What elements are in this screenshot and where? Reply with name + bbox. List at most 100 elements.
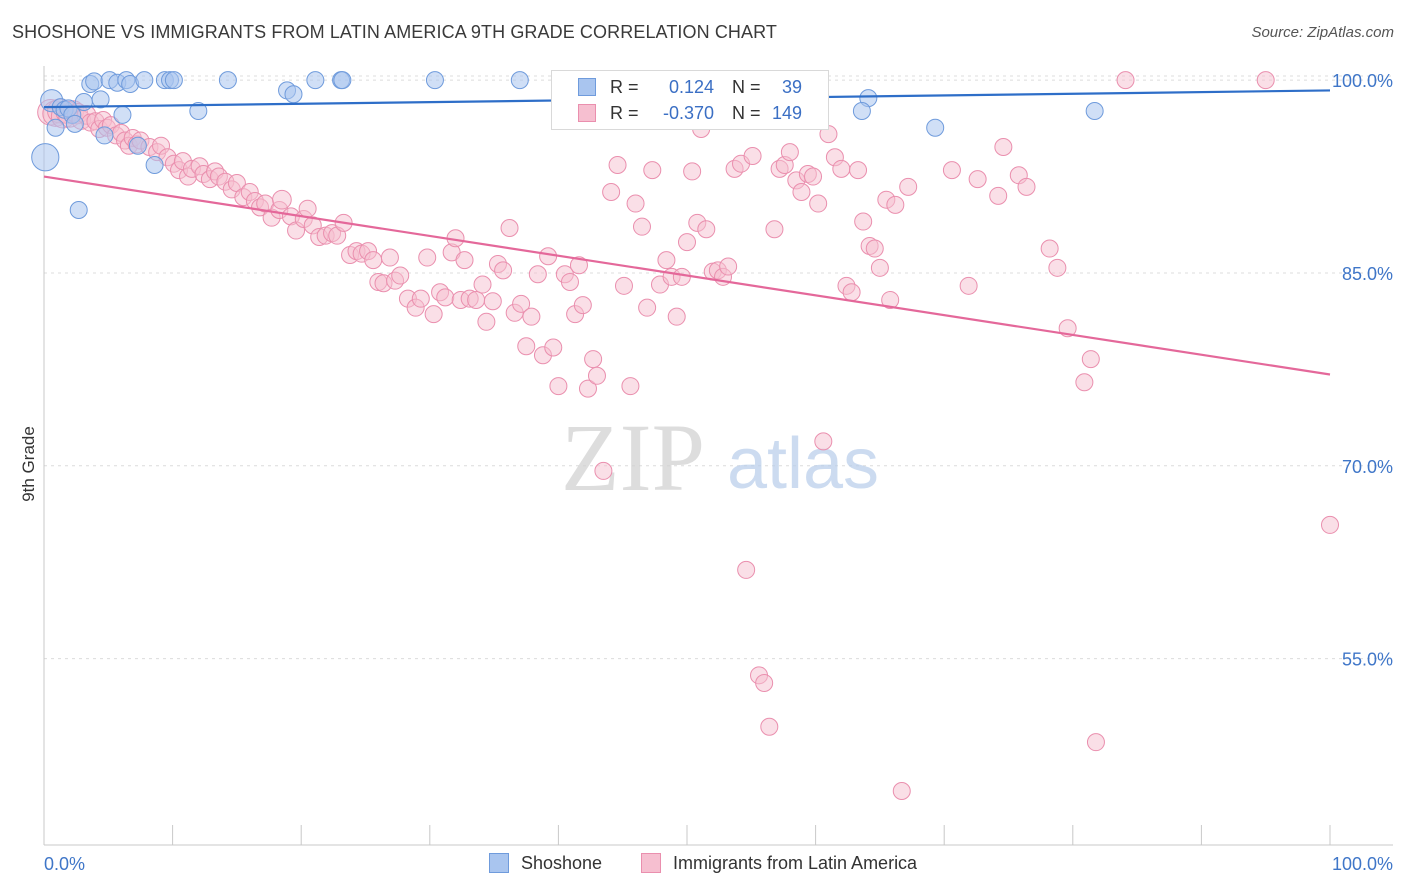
axis-layer: 55.0% 70.0% 85.0% 100.0%	[43, 66, 1393, 846]
immigrants-point	[657, 251, 676, 270]
immigrants-point	[683, 162, 702, 181]
immigrants-point	[1081, 350, 1100, 369]
source-credit: Source: ZipAtlas.com	[1251, 24, 1394, 41]
immigrants-point	[500, 218, 519, 237]
immigrants-point	[942, 161, 961, 180]
legend-r-value: -0.370	[662, 103, 714, 123]
trend-layer	[43, 89, 1331, 376]
immigrants-point	[411, 289, 430, 308]
immigrants-point	[968, 170, 987, 189]
immigrants-point	[272, 189, 292, 210]
y-tick-label: 100.0%	[1332, 71, 1393, 91]
immigrants-point	[473, 275, 492, 294]
immigrants-point	[760, 717, 779, 736]
shoshone-point	[91, 90, 110, 109]
immigrants-point	[892, 782, 911, 801]
shoshone-point	[333, 71, 352, 90]
immigrants-point	[418, 248, 437, 267]
immigrants-point	[643, 161, 662, 180]
immigrants-point	[755, 674, 774, 693]
immigrants-point	[792, 182, 811, 201]
immigrants-point	[517, 337, 536, 356]
shoshone-point	[284, 85, 303, 104]
immigrants-point	[1086, 733, 1105, 752]
immigrants-point	[587, 366, 606, 385]
immigrants-point	[632, 217, 651, 236]
y-tick-label: 85.0%	[1342, 264, 1393, 284]
shoshone-point	[306, 71, 325, 90]
y-axis-label: 9th Grade	[19, 426, 38, 502]
shoshone-point	[113, 105, 132, 124]
immigrants-point	[765, 220, 784, 239]
immigrants-point	[549, 377, 568, 396]
immigrants-point	[436, 288, 455, 307]
y-tick-label: 55.0%	[1342, 650, 1393, 670]
immigrants-point	[364, 251, 383, 270]
immigrants-point	[380, 248, 399, 267]
legend-row-shoshone: R = 0.124 N = 39	[552, 74, 828, 100]
legend-r-value: 0.124	[668, 77, 714, 97]
shoshone-point	[218, 71, 237, 90]
immigrants-point	[560, 272, 579, 291]
watermark: ZIP atlas	[561, 404, 879, 511]
immigrants-point	[719, 257, 738, 276]
immigrants-point	[391, 266, 410, 285]
immigrants-point	[477, 312, 496, 331]
shoshone-point	[65, 114, 84, 133]
immigrants-point	[1040, 239, 1059, 258]
immigrants-point	[539, 247, 558, 266]
shoshone-point	[85, 72, 104, 91]
immigrants-point	[614, 276, 633, 295]
legend-r-label: R =	[610, 77, 639, 97]
grid-layer	[44, 75, 1393, 660]
watermark-atlas: atlas	[727, 424, 879, 504]
immigrants-point	[994, 137, 1013, 156]
immigrants-point	[594, 461, 613, 480]
immigrants-point	[1256, 71, 1275, 90]
immigrants-point	[494, 261, 513, 280]
shoshone-point	[189, 101, 208, 120]
immigrants-point	[569, 256, 588, 275]
immigrants-point	[870, 258, 889, 277]
bottom-legend-swatch-immigrants	[641, 853, 661, 873]
bottom-legend-label-shoshone: Shoshone	[521, 853, 603, 873]
shoshone-point	[135, 71, 154, 90]
legend-n-value: 149	[771, 103, 802, 123]
immigrants-point	[298, 199, 317, 218]
immigrants-point	[578, 379, 597, 398]
immigrants-point	[1048, 258, 1067, 277]
legend-r-label: R =	[610, 103, 639, 123]
immigrants-point	[842, 283, 861, 302]
immigrants-point	[809, 194, 828, 213]
immigrants-point	[626, 194, 645, 213]
bottom-legend-label-immigrants: Immigrants from Latin America	[673, 853, 918, 873]
immigrants-point	[849, 161, 868, 180]
immigrants-point	[544, 338, 563, 357]
shoshone-point	[926, 118, 945, 137]
immigrants-point	[621, 377, 640, 396]
bottom-legend-swatch-shoshone	[489, 853, 509, 873]
shoshone-point	[510, 71, 529, 90]
correlation-legend: R = 0.124 N = 39 R = -0.370 N = 149	[551, 70, 829, 130]
immigrants-point	[814, 432, 833, 451]
immigrants-point	[865, 239, 884, 258]
immigrants-point	[584, 350, 603, 369]
shoshone-point	[95, 126, 114, 145]
series-shoshone-points	[31, 71, 1104, 219]
immigrants-point	[424, 305, 443, 324]
legend-swatch-immigrants	[578, 104, 596, 122]
immigrants-point	[1075, 373, 1094, 392]
immigrants-point	[886, 195, 905, 214]
y-tick-label: 70.0%	[1342, 457, 1393, 477]
immigrants-point	[528, 265, 547, 284]
legend-n-label: N =	[732, 103, 761, 123]
shoshone-point	[74, 92, 93, 111]
immigrants-point	[467, 290, 486, 309]
shoshone-point	[145, 155, 164, 174]
immigrants-trend-line	[43, 175, 1331, 376]
shoshone-point	[31, 143, 60, 172]
immigrants-point	[989, 186, 1008, 205]
immigrants-point	[881, 290, 900, 309]
immigrants-point	[804, 167, 823, 186]
